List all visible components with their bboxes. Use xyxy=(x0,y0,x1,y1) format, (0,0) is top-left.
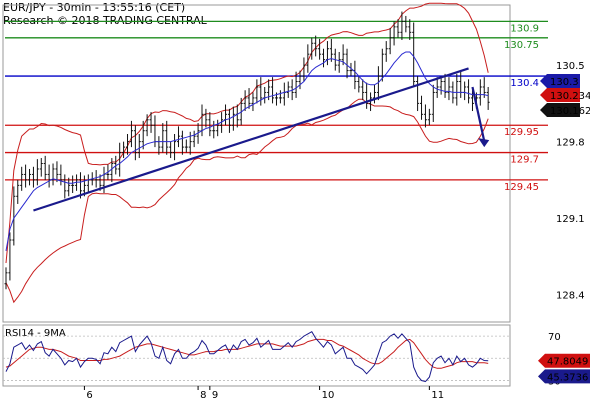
rsi-ma-value-badge xyxy=(538,369,590,384)
support-3-label: 129.45 xyxy=(504,182,539,193)
resistance-2-label: 130.9 xyxy=(510,23,539,34)
price-badge-label: 130.162 xyxy=(550,106,590,117)
resistance-1-label: 130.75 xyxy=(504,40,539,51)
x-tick-label: 11 xyxy=(431,390,444,400)
price-panel-border xyxy=(2,4,511,323)
y-tick-label: 130.5 xyxy=(556,61,585,72)
lower-band xyxy=(5,98,489,304)
moving-average-line xyxy=(5,51,489,251)
forecast-arrow-head xyxy=(478,138,490,148)
x-tick-label: 10 xyxy=(322,390,335,400)
rsi-ma-line xyxy=(5,338,489,369)
rsi-title: RSI14 - 9MA xyxy=(5,328,66,339)
price-badge-label: 130.3 xyxy=(550,77,579,88)
rsi-value-badge-label: 47.8049 xyxy=(547,357,588,368)
rsi-value-badge xyxy=(538,353,590,368)
y-tick-label: 129.8 xyxy=(556,138,585,149)
price-badge xyxy=(540,74,580,88)
chart-title: EUR/JPY - 30min - 13:55:16 (CET) xyxy=(3,1,186,14)
copyright-label: Research © 2018 TRADING CENTRAL xyxy=(3,14,207,27)
y-tick-label: 128.4 xyxy=(556,291,585,302)
support-1-label: 129.95 xyxy=(504,127,539,138)
price-badge xyxy=(540,88,580,102)
y-tick-label: 129.1 xyxy=(556,214,585,225)
rsi-tick-label: 70 xyxy=(548,332,561,343)
price-badge-label: 130.234 xyxy=(550,91,590,102)
support-2-label: 129.7 xyxy=(510,155,539,166)
rsi-line xyxy=(5,331,489,383)
x-tick-label: 6 xyxy=(86,390,92,400)
x-tick-label: 8 xyxy=(200,390,206,400)
pivot-label: 130.4 xyxy=(510,78,539,89)
price-badge xyxy=(540,103,580,117)
rsi-ma-value-badge-label: 45.3736 xyxy=(547,372,588,383)
rsi-panel-border xyxy=(2,324,511,387)
trendline xyxy=(33,67,469,212)
x-tick-label: 9 xyxy=(212,390,218,400)
forecast-arrow-shaft xyxy=(471,86,486,142)
upper-band xyxy=(5,2,489,264)
